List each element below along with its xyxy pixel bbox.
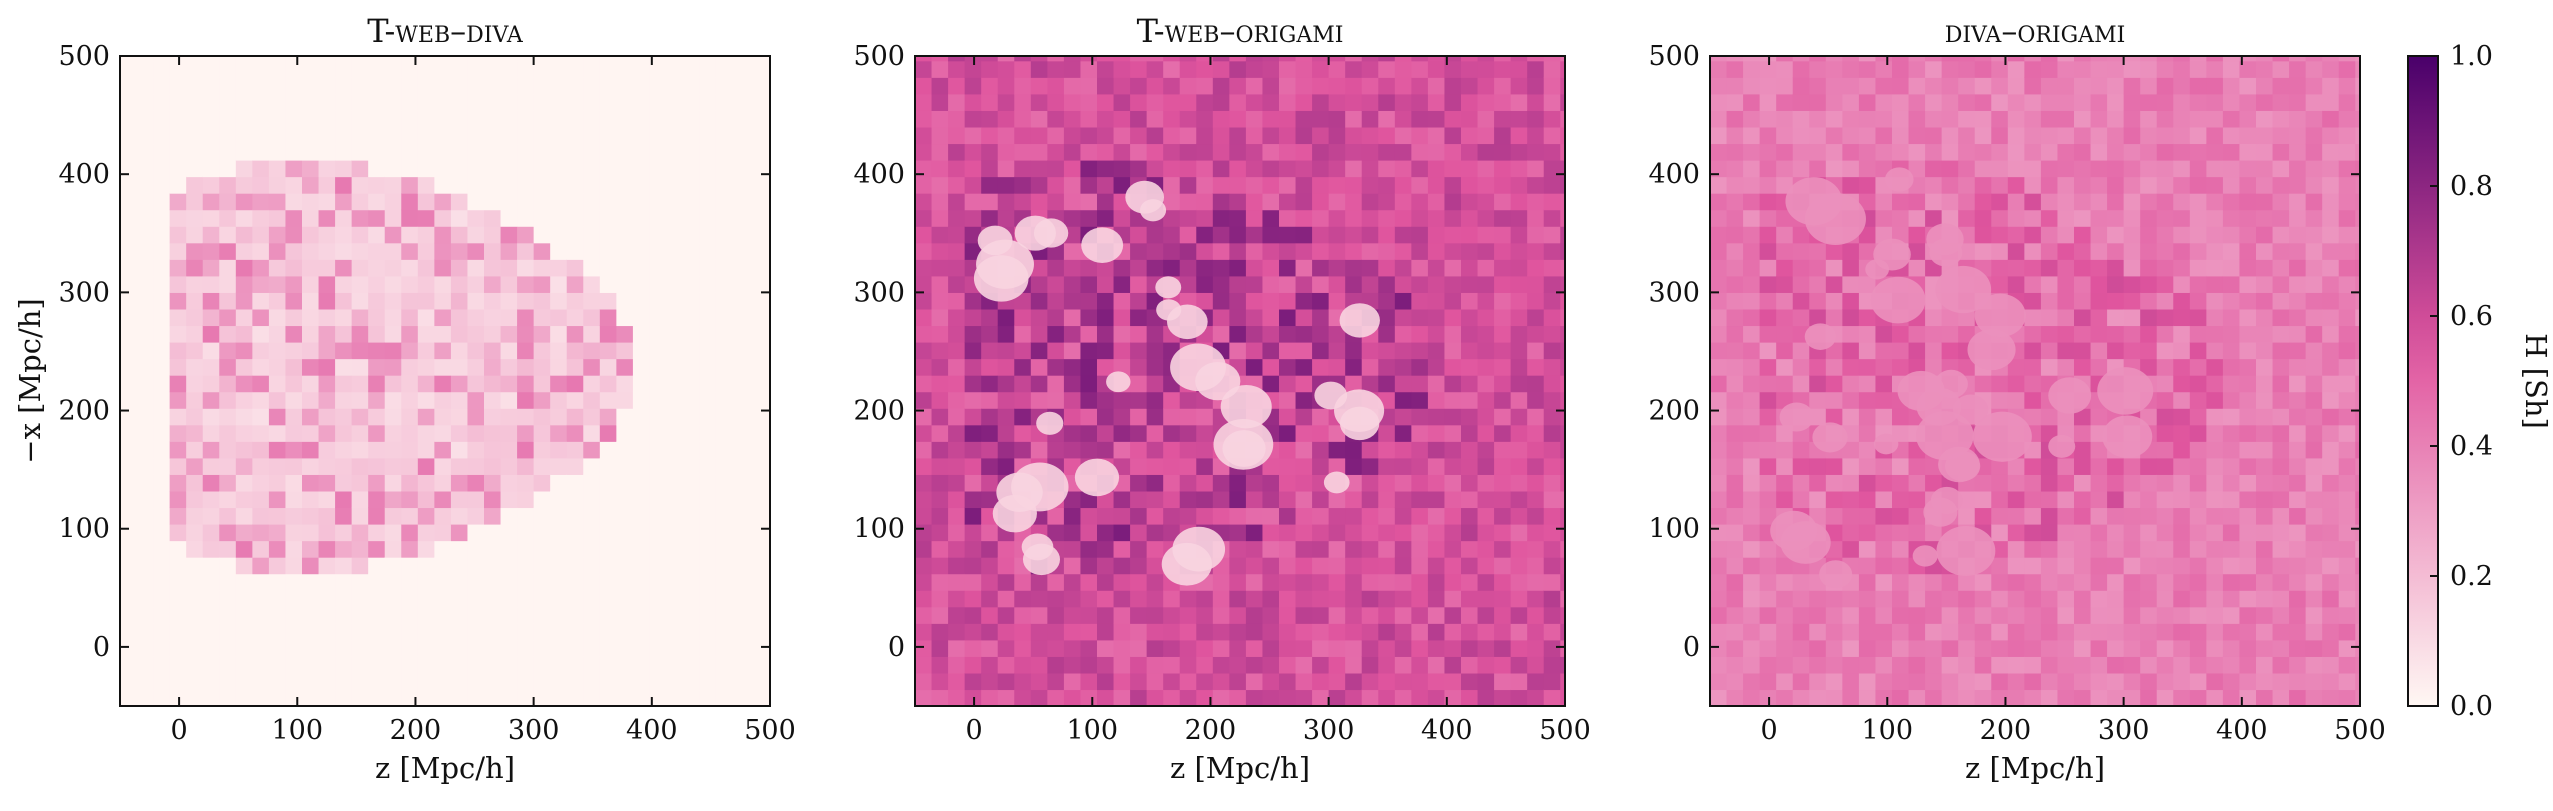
y-tick-label: 0 xyxy=(888,632,905,663)
axes-frame xyxy=(1709,55,2361,707)
colorbar-tick-label: 1.0 xyxy=(2450,41,2493,72)
y-tick-label: 300 xyxy=(853,277,905,308)
colorbar-gradient xyxy=(2407,55,2439,707)
y-tick-label: 200 xyxy=(1648,396,1700,427)
y-tick-label: 400 xyxy=(1648,159,1700,190)
heatmap-panel: T-web–diva 0 100 200 300 400 500 0 100 200 300 400 5… xyxy=(13,12,796,785)
y-tick-label: 300 xyxy=(58,277,110,308)
colorbar-label: H [Sh] xyxy=(2519,333,2553,429)
heatmap-panel: T-web–origami 0 100 200 300 400 500 0 100 200 300 4… xyxy=(853,12,1590,785)
y-tick-label: 500 xyxy=(1648,41,1700,72)
y-axis-label: −x [Mpc/h] xyxy=(13,298,47,463)
colorbar: 0.0 0.2 0.4 0.6 0.8 1.0 H [Sh] xyxy=(2407,41,2553,722)
colorbar-tick-label: 0.8 xyxy=(2450,171,2493,202)
colorbar-tick-label: 0.4 xyxy=(2450,431,2493,462)
x-tick-label: 100 xyxy=(1861,715,1913,746)
colorbar-tick-label: 0.0 xyxy=(2450,691,2493,722)
y-tick-label: 0 xyxy=(1683,632,1700,663)
panel-title: T-web–origami xyxy=(1137,12,1344,50)
x-tick-label: 200 xyxy=(390,715,442,746)
y-tick-label: 100 xyxy=(58,514,110,545)
y-tick-label: 200 xyxy=(58,396,110,427)
colorbar-tick-label: 0.2 xyxy=(2450,561,2493,592)
y-tick-label: 500 xyxy=(853,41,905,72)
x-tick-label: 500 xyxy=(2334,715,2386,746)
x-axis-label: z [Mpc/h] xyxy=(1170,751,1310,785)
colorbar-tick-label: 0.6 xyxy=(2450,301,2493,332)
x-tick-label: 300 xyxy=(1303,715,1355,746)
x-tick-label: 200 xyxy=(1980,715,2032,746)
y-tick-label: 300 xyxy=(1648,277,1700,308)
x-tick-label: 0 xyxy=(1760,715,1777,746)
heatmap-field xyxy=(120,56,770,706)
x-axis-label: z [Mpc/h] xyxy=(1965,751,2105,785)
x-tick-label: 500 xyxy=(1539,715,1591,746)
y-tick-label: 200 xyxy=(853,396,905,427)
y-tick-label: 400 xyxy=(853,159,905,190)
x-tick-label: 400 xyxy=(626,715,678,746)
x-tick-label: 500 xyxy=(744,715,796,746)
x-tick-label: 100 xyxy=(1066,715,1118,746)
x-tick-label: 200 xyxy=(1185,715,1237,746)
y-tick-label: 0 xyxy=(93,632,110,663)
panel-title: T-web–diva xyxy=(367,12,524,50)
y-tick-label: 500 xyxy=(58,41,110,72)
y-tick-label: 100 xyxy=(1648,514,1700,545)
x-axis-label: z [Mpc/h] xyxy=(375,751,515,785)
y-tick-label: 400 xyxy=(58,159,110,190)
x-tick-label: 400 xyxy=(1421,715,1473,746)
x-tick-label: 0 xyxy=(965,715,982,746)
x-tick-label: 100 xyxy=(271,715,323,746)
x-tick-label: 0 xyxy=(170,715,187,746)
heatmap-field xyxy=(915,56,1565,706)
axes-frame xyxy=(119,55,771,707)
heatmap-panel: diva–origami 0 100 200 300 400 500 0 100 200 300 40… xyxy=(1648,12,2385,785)
panel-title: diva–origami xyxy=(1945,12,2126,50)
axes-frame xyxy=(914,55,1566,707)
x-tick-label: 400 xyxy=(2216,715,2268,746)
heatmap-field xyxy=(1710,56,2360,706)
x-tick-label: 300 xyxy=(2098,715,2150,746)
x-tick-label: 300 xyxy=(508,715,560,746)
y-tick-label: 100 xyxy=(853,514,905,545)
